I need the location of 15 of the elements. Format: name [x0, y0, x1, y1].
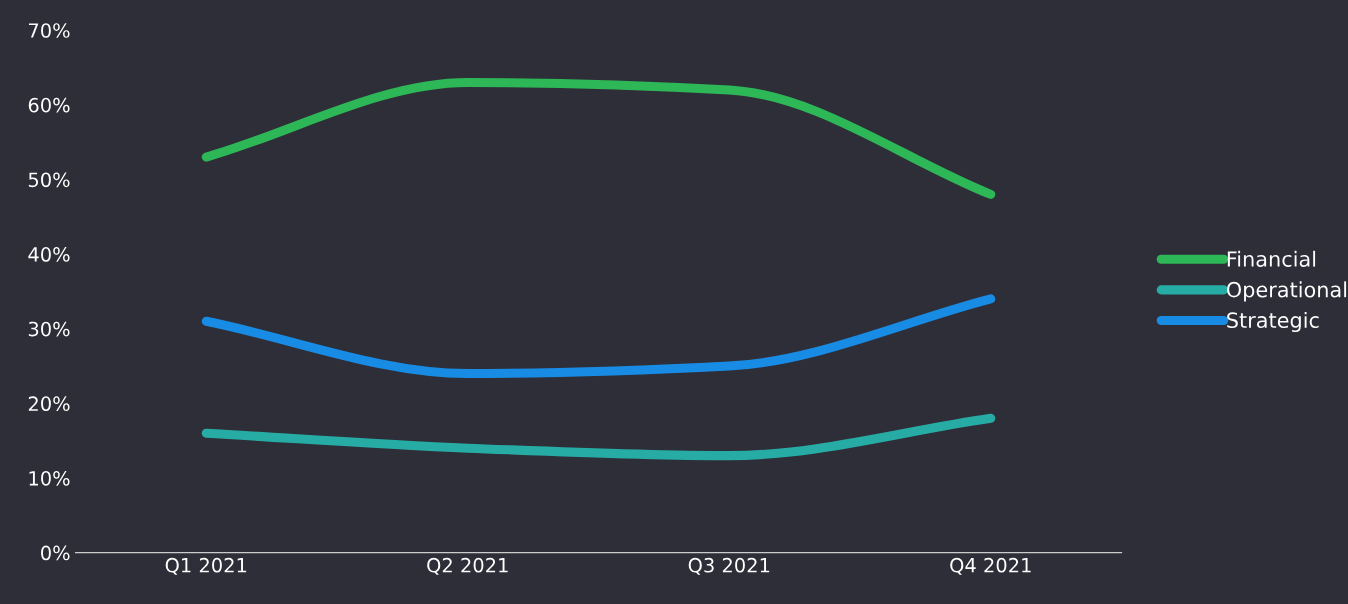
x-tick-label: Q2 2021	[427, 557, 508, 575]
x-tick-label: Q4 2021	[950, 557, 1031, 575]
y-tick-label: 40%	[28, 247, 70, 262]
legend-label: Strategic	[1227, 311, 1319, 333]
y-tick-label: 0%	[41, 545, 70, 561]
legend-label: Operational	[1226, 281, 1347, 302]
y-tick-label: 20%	[28, 396, 70, 412]
y-tick-label: 10%	[29, 470, 70, 486]
y-tick-label: 70%	[29, 23, 70, 38]
y-tick-label: 50%	[28, 172, 70, 188]
legend-label: Financial	[1227, 250, 1316, 267]
y-tick-label: 30%	[28, 321, 70, 337]
y-tick-label: 60%	[28, 97, 70, 113]
x-tick-label: Q3 2021	[688, 557, 770, 575]
x-tick-label: Q1 2021	[165, 557, 247, 575]
